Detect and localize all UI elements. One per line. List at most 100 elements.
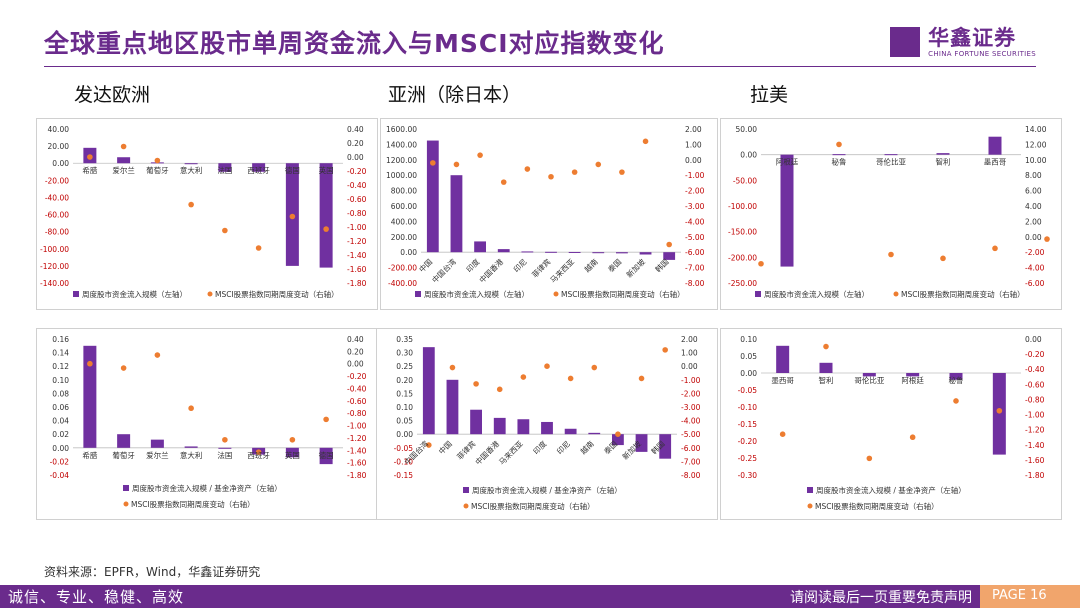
right-axis-tick-label: -1.80 xyxy=(1025,471,1045,480)
left-axis-tick-label: 0.00 xyxy=(740,369,757,378)
right-axis-tick-label: -1.80 xyxy=(347,471,367,480)
left-axis-tick-label: 600.00 xyxy=(391,202,417,211)
index-change-dot xyxy=(154,157,161,164)
left-axis-tick-label: 0.14 xyxy=(52,349,69,358)
flow-bar xyxy=(906,373,920,377)
index-change-dot xyxy=(500,179,507,185)
flow-bar xyxy=(568,251,581,253)
legend-bar-label: 周度股市资金流入规模 / 基金净资产（左轴） xyxy=(816,485,966,495)
region-label-latam: 拉美 xyxy=(750,84,789,106)
flow-bar xyxy=(992,373,1006,455)
logo-mark-icon xyxy=(890,27,921,57)
left-axis-tick-label: 1200.00 xyxy=(386,156,417,165)
legend-bar-label: 周度股市资金流入规模（左轴） xyxy=(764,289,869,299)
index-change-dot xyxy=(619,169,625,175)
category-label: 阿根廷 xyxy=(776,157,799,167)
index-change-dot xyxy=(866,455,873,462)
right-axis-tick-label: 0.20 xyxy=(347,139,364,148)
right-axis-tick-label: -1.00 xyxy=(1025,411,1045,420)
category-label: 马来西亚 xyxy=(548,257,576,285)
right-axis-tick-label: -1.20 xyxy=(347,434,367,443)
flow-bar xyxy=(635,434,648,452)
right-axis-tick-label: -1.00 xyxy=(347,422,367,431)
left-axis-tick-label: -0.10 xyxy=(394,457,414,466)
right-axis-tick-label: -1.20 xyxy=(1025,426,1045,435)
index-change-dot xyxy=(595,161,602,168)
right-axis-tick-label: -8.00 xyxy=(681,471,701,480)
legend-dot-label: MSCI股票指数同期周度变动（右轴） xyxy=(471,501,595,511)
flow-bar xyxy=(83,345,97,448)
index-change-dot xyxy=(544,363,550,369)
flow-bar xyxy=(659,434,672,459)
right-axis-tick-label: -0.80 xyxy=(347,209,367,218)
left-axis-tick-label: 0.06 xyxy=(52,403,69,412)
right-axis-tick-label: -4.00 xyxy=(1025,264,1045,273)
right-axis-tick-label: 0.00 xyxy=(681,362,698,371)
category-label: 哥伦比亚 xyxy=(876,157,906,167)
left-axis-tick-label: -20.00 xyxy=(45,176,69,185)
left-axis-tick-label: 200.00 xyxy=(391,233,417,242)
category-label: 葡萄牙 xyxy=(146,165,169,175)
footer-bar: 诚信、专业、稳健、高效 请阅读最后一页重要免责声明 PAGE 16 xyxy=(0,585,1080,608)
left-axis-tick-label: 0.04 xyxy=(52,417,69,426)
flow-bar xyxy=(612,434,624,446)
index-change-dot xyxy=(473,381,479,387)
right-axis-tick-label: -2.00 xyxy=(685,187,705,196)
index-change-dot xyxy=(154,352,161,358)
left-axis-tick-label: -0.15 xyxy=(738,420,758,429)
left-axis-tick-label: 0.00 xyxy=(396,430,413,439)
legend-dot-swatch xyxy=(553,291,559,297)
footer-disclaimer: 请阅读最后一页重要免责声明 xyxy=(790,590,972,606)
left-axis-tick-label: -0.02 xyxy=(50,457,70,466)
right-axis-tick-label: -1.60 xyxy=(1025,456,1045,465)
index-change-dot xyxy=(571,169,578,175)
index-change-dot xyxy=(222,227,228,234)
flow-bar xyxy=(776,345,790,373)
left-axis-tick-label: 0.00 xyxy=(52,444,69,453)
index-change-dot xyxy=(758,260,764,267)
left-axis-tick-label: -400.00 xyxy=(388,279,417,288)
flow-bar xyxy=(663,252,676,260)
right-axis-tick-label: -0.60 xyxy=(347,397,367,406)
legend-dot-swatch xyxy=(123,501,129,507)
legend-dot-label: MSCI股票指数同期周度变动（右轴） xyxy=(815,501,939,511)
index-change-dot xyxy=(520,374,527,380)
category-label: 阿根廷 xyxy=(901,375,924,385)
index-change-dot xyxy=(953,398,959,404)
index-change-dot xyxy=(323,226,329,232)
category-label: 西班牙 xyxy=(247,165,270,175)
left-axis-tick-label: 0.00 xyxy=(52,159,69,168)
right-axis-tick-label: -6.00 xyxy=(685,248,705,257)
category-label: 印度 xyxy=(531,438,549,456)
right-axis-tick-label: -1.00 xyxy=(685,171,705,180)
left-axis-tick-label: 0.10 xyxy=(740,335,757,344)
index-change-dot xyxy=(591,364,598,371)
right-axis-tick-label: 0.20 xyxy=(347,347,364,356)
category-label: 马来西亚 xyxy=(497,439,525,467)
index-change-dot xyxy=(120,143,127,150)
index-change-dot xyxy=(888,251,894,258)
logo-name-en: CHINA FORTUNE SECURITIES xyxy=(928,49,1036,58)
index-change-dot xyxy=(449,364,456,371)
left-axis-tick-label: -80.00 xyxy=(45,228,69,237)
index-change-dot xyxy=(477,152,483,158)
legend-dot-label: MSCI股票指数同期周度变动（右轴） xyxy=(215,289,339,299)
right-axis-tick-label: -0.40 xyxy=(1025,365,1045,374)
category-label: 印度 xyxy=(464,256,482,274)
footer-slogan: 诚信、专业、稳健、高效 xyxy=(8,588,185,606)
right-axis-tick-label: 2.00 xyxy=(1025,217,1042,226)
flow-bar xyxy=(470,409,482,435)
left-axis-tick-label: 0.05 xyxy=(396,417,413,426)
flow-bar xyxy=(949,373,963,380)
category-label: 中国 xyxy=(436,439,454,457)
flow-bar xyxy=(819,362,833,373)
left-axis-tick-label: -120.00 xyxy=(40,262,69,271)
left-axis-tick-label: 0.00 xyxy=(400,248,417,257)
category-label: 中国台湾 xyxy=(430,256,459,285)
flow-bar xyxy=(252,163,266,172)
category-label: 意大利 xyxy=(180,450,203,460)
right-axis-tick-label: 8.00 xyxy=(1025,171,1042,180)
left-axis-tick-label: 0.20 xyxy=(396,376,413,385)
legend-bar-label: 周度股市资金流入规模 / 基金净资产（左轴） xyxy=(132,483,282,493)
right-axis-tick-label: -2.00 xyxy=(1025,248,1045,257)
